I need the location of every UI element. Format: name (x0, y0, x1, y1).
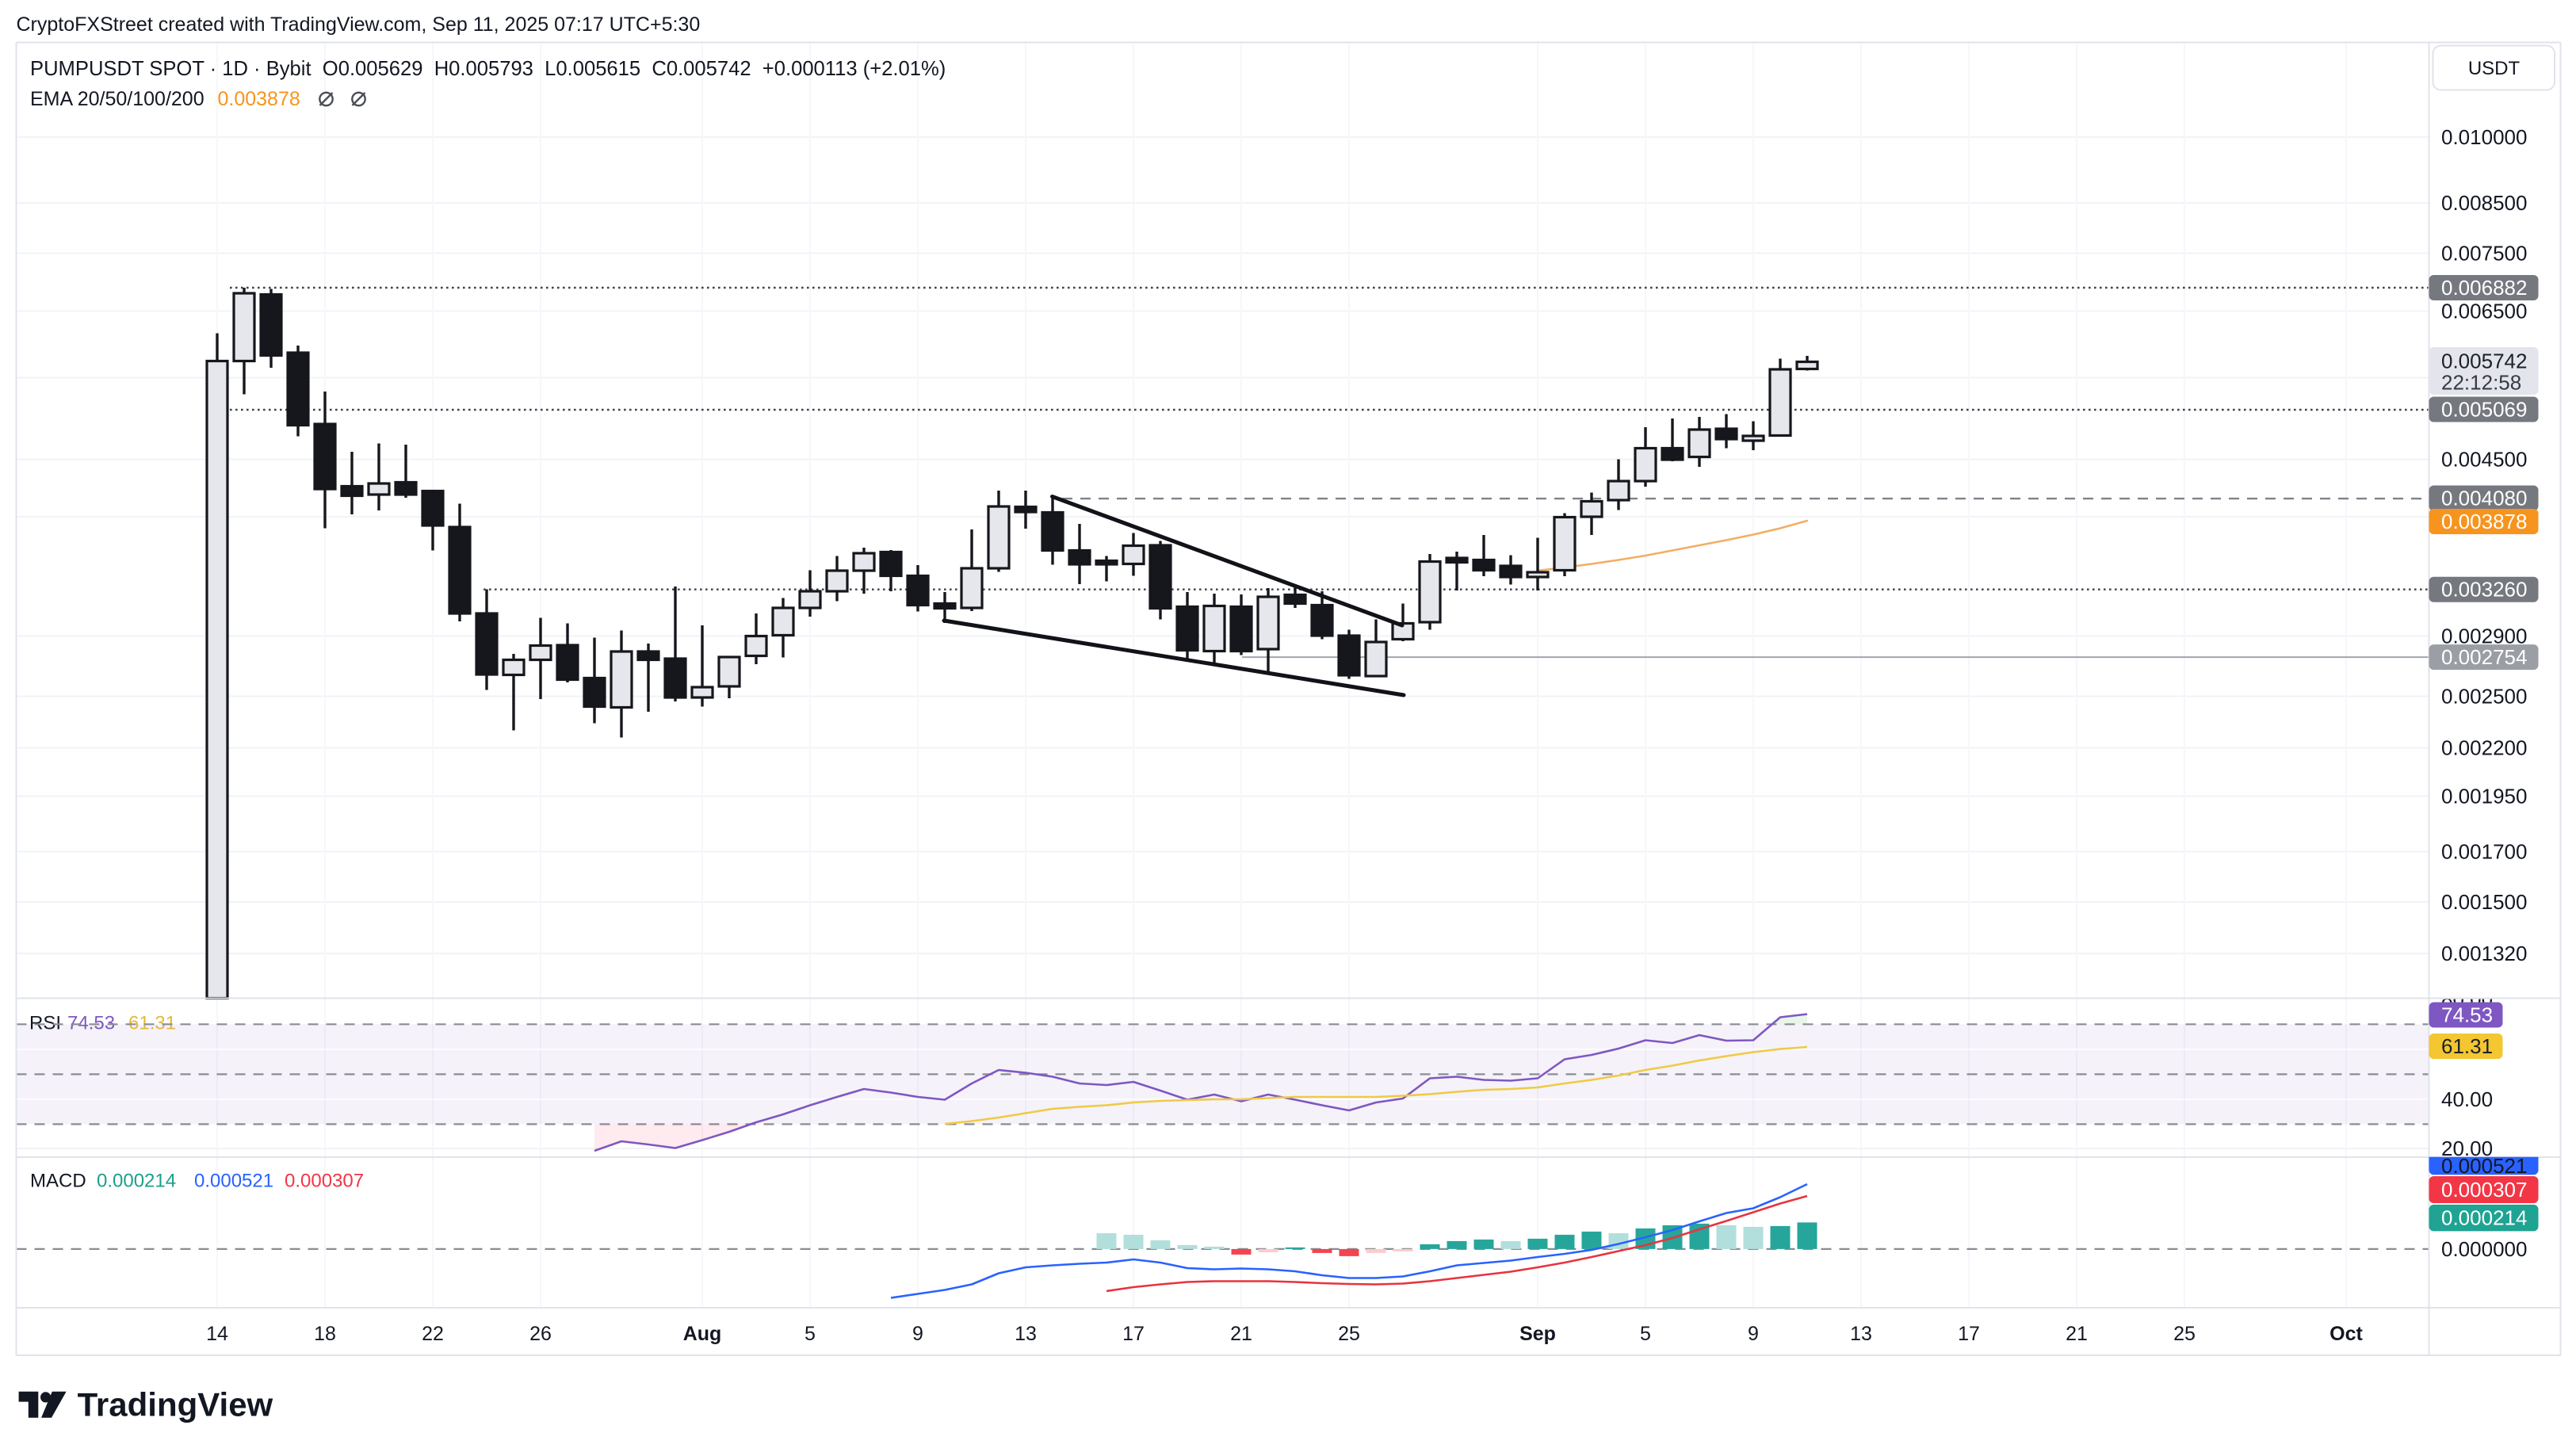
svg-text:0.005069: 0.005069 (2441, 398, 2527, 422)
svg-text:21: 21 (2066, 1323, 2088, 1345)
svg-text:TradingView: TradingView (78, 1386, 273, 1423)
svg-text:Aug: Aug (683, 1323, 722, 1345)
svg-text:61.31: 61.31 (128, 1013, 176, 1034)
svg-text:26: 26 (529, 1323, 552, 1345)
svg-text:0.001500: 0.001500 (2441, 890, 2527, 914)
svg-text:13: 13 (1015, 1323, 1037, 1345)
svg-text:0.001950: 0.001950 (2441, 785, 2527, 808)
svg-text:CryptoFXStreet created with Tr: CryptoFXStreet created with TradingView.… (17, 13, 701, 36)
svg-text:5: 5 (805, 1323, 816, 1345)
svg-text:0.007500: 0.007500 (2441, 242, 2527, 266)
svg-text:21: 21 (1230, 1323, 1252, 1345)
svg-text:74.53: 74.53 (67, 1013, 115, 1034)
svg-text:Sep: Sep (1519, 1323, 1556, 1345)
svg-text:61.31: 61.31 (2441, 1034, 2493, 1058)
svg-text:0.000307: 0.000307 (2441, 1178, 2527, 1202)
svg-text:0.000521: 0.000521 (194, 1171, 273, 1192)
svg-text:18: 18 (314, 1323, 336, 1345)
svg-text:0.001320: 0.001320 (2441, 942, 2527, 965)
svg-text:0.000214: 0.000214 (97, 1171, 176, 1192)
svg-text:Oct: Oct (2329, 1323, 2363, 1345)
svg-text:0.001700: 0.001700 (2441, 840, 2527, 864)
svg-text:0.010000: 0.010000 (2441, 125, 2527, 149)
svg-text:EMA 20/50/100/200: EMA 20/50/100/200 (30, 88, 204, 110)
svg-text:0.000521: 0.000521 (2441, 1154, 2527, 1178)
svg-text:MACD: MACD (30, 1171, 86, 1192)
svg-text:25: 25 (1338, 1323, 1360, 1345)
svg-text:PUMPUSDT SPOT · 1D · Bybit O0: PUMPUSDT SPOT · 1D · Bybit O0.005629 H0.… (30, 58, 946, 80)
svg-text:17: 17 (1958, 1323, 1980, 1345)
svg-text:0.003878: 0.003878 (2441, 510, 2527, 533)
svg-text:22:12:58: 22:12:58 (2441, 370, 2521, 394)
svg-text:0.000000: 0.000000 (2441, 1237, 2527, 1261)
svg-text:0.004080: 0.004080 (2441, 487, 2527, 510)
svg-text:17: 17 (1122, 1323, 1145, 1345)
svg-text:0.006882: 0.006882 (2441, 276, 2527, 300)
svg-text:0.000214: 0.000214 (2441, 1206, 2527, 1230)
svg-text:0.005742: 0.005742 (2441, 349, 2527, 373)
svg-text:USDT: USDT (2468, 58, 2521, 79)
svg-text:25: 25 (2173, 1323, 2196, 1345)
svg-text:74.53: 74.53 (2441, 1003, 2493, 1027)
svg-text:RSI: RSI (29, 1013, 61, 1034)
svg-text:0.004500: 0.004500 (2441, 448, 2527, 472)
svg-text:20.00: 20.00 (2441, 1137, 2493, 1160)
svg-text:9: 9 (912, 1323, 923, 1345)
svg-text:0.002900: 0.002900 (2441, 625, 2527, 648)
svg-text:22: 22 (422, 1323, 444, 1345)
svg-text:0.002200: 0.002200 (2441, 736, 2527, 760)
svg-text:0.008500: 0.008500 (2441, 191, 2527, 215)
svg-text:13: 13 (1850, 1323, 1872, 1345)
svg-text:0.003878: 0.003878 (218, 88, 300, 110)
svg-text:0.003260: 0.003260 (2441, 578, 2527, 602)
svg-text:0.002500: 0.002500 (2441, 685, 2527, 709)
svg-text:0.002754: 0.002754 (2441, 645, 2527, 669)
svg-text:0.006500: 0.006500 (2441, 300, 2527, 323)
svg-text:9: 9 (1748, 1323, 1759, 1345)
svg-text:40.00: 40.00 (2441, 1087, 2493, 1111)
svg-text:5: 5 (1640, 1323, 1651, 1345)
svg-text:0.000307: 0.000307 (285, 1171, 364, 1192)
svg-text:14: 14 (206, 1323, 228, 1345)
